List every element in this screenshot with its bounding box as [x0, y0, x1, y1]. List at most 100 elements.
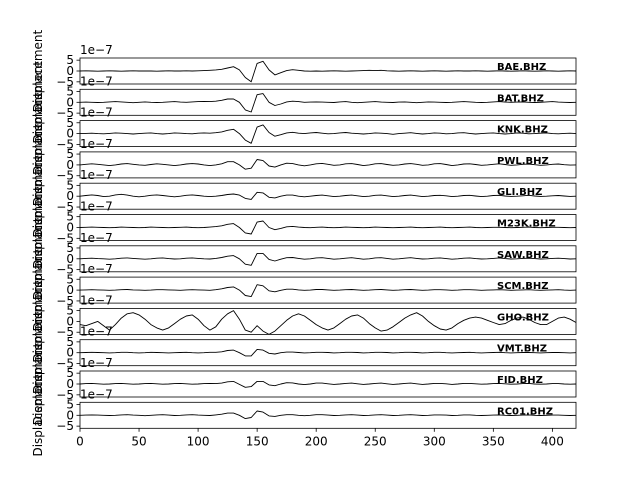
- station-label: M23K.BHZ: [497, 219, 556, 230]
- y-axis-label: Displacement: [31, 92, 45, 175]
- y-tick-label: 5: [66, 210, 74, 224]
- y-tick-label: 5: [66, 241, 74, 255]
- station-label: GLI.BHZ: [497, 187, 542, 198]
- y-axis-label: Displacement: [31, 29, 45, 112]
- x-tick-label: 0: [76, 434, 84, 448]
- y-tick-label: 0: [66, 189, 74, 203]
- station-label: BAE.BHZ: [497, 62, 546, 73]
- y-tick-label: −5: [56, 325, 74, 339]
- y-tick-label: 0: [66, 252, 74, 266]
- y-tick-label: 5: [66, 304, 74, 318]
- trace-line: [79, 191, 577, 200]
- y-tick-label: 0: [66, 346, 74, 360]
- y-tick-label: −5: [56, 419, 74, 433]
- y-offset-text: 1e−7: [80, 74, 113, 88]
- y-tick-label: −5: [56, 231, 74, 245]
- trace-line: [79, 60, 577, 83]
- trace-line: [79, 348, 577, 357]
- trace-line: [79, 380, 577, 388]
- y-tick-label: 5: [66, 397, 74, 411]
- y-tick-label: −5: [56, 357, 74, 371]
- trace-line: [79, 284, 577, 298]
- y-axis-label: Displacement: [31, 217, 45, 300]
- x-axis: 0 50 100 150 200 250 300 350 400: [76, 428, 564, 448]
- y-offset-text: 1e−7: [80, 262, 113, 276]
- y-tick-label: −5: [56, 294, 74, 308]
- y-tick-label: 0: [66, 408, 74, 422]
- trace-line: [79, 220, 577, 235]
- y-tick-label: −5: [56, 169, 74, 183]
- y-tick-label: 0: [66, 158, 74, 172]
- y-tick-label: 0: [66, 314, 74, 328]
- y-offset-text: 1e−7: [80, 168, 113, 182]
- y-axis-label: Displacement: [31, 374, 45, 457]
- y-tick-label: 5: [66, 272, 74, 286]
- x-tick-label: 150: [246, 434, 269, 448]
- y-offset-text: 1e−7: [80, 387, 113, 401]
- station-label: SCM.BHZ: [497, 281, 549, 292]
- y-tick-label: −5: [56, 137, 74, 151]
- y-tick-label: 5: [66, 84, 74, 98]
- x-tick-label: 50: [131, 434, 146, 448]
- y-offset-text: 1e−7: [80, 356, 113, 370]
- y-axis-label: Displacement: [31, 342, 45, 425]
- x-tick-label: 250: [364, 434, 387, 448]
- y-offset-text: 1e−7: [80, 200, 113, 214]
- y-tick-label: 5: [66, 366, 74, 380]
- trace-line: [79, 159, 577, 170]
- y-offset-text: 1e−7: [80, 106, 113, 120]
- station-label: PWL.BHZ: [497, 156, 549, 167]
- station-label: FID.BHZ: [497, 375, 543, 386]
- y-tick-label: −5: [56, 388, 74, 402]
- x-tick-label: 300: [423, 434, 446, 448]
- trace-line: [79, 252, 577, 266]
- y-tick-label: 0: [66, 377, 74, 391]
- y-tick-label: 0: [66, 64, 74, 78]
- y-axis-label: Displacement: [31, 311, 45, 394]
- x-tick-label: 350: [482, 434, 505, 448]
- trace-line: [79, 93, 577, 113]
- station-label: RC01.BHZ: [497, 406, 553, 417]
- y-offset-text: 1e−7: [80, 137, 113, 151]
- trace-line: [79, 410, 577, 420]
- y-axis-label: Displacement: [31, 249, 45, 332]
- y-tick-label: −5: [56, 75, 74, 89]
- y-offset-text: 1e−7: [80, 293, 113, 307]
- trace-line: [79, 310, 577, 335]
- trace-line: [79, 124, 577, 144]
- y-tick-label: 0: [66, 95, 74, 109]
- station-label: SAW.BHZ: [497, 250, 549, 261]
- x-tick-label: 200: [305, 434, 328, 448]
- y-axis-label: Displacement: [31, 123, 45, 206]
- x-tick-label: 100: [187, 434, 210, 448]
- y-tick-label: −5: [56, 263, 74, 277]
- y-axis-label: Displacement: [31, 186, 45, 269]
- y-tick-label: 0: [66, 283, 74, 297]
- x-tick-label: 400: [541, 434, 564, 448]
- y-offset-text: 1e−7: [80, 231, 113, 245]
- y-tick-label: 5: [66, 53, 74, 67]
- y-tick-label: 5: [66, 178, 74, 192]
- y-tick-label: −5: [56, 106, 74, 120]
- y-axis-label: Displacement: [31, 280, 45, 363]
- y-tick-label: 0: [66, 127, 74, 141]
- y-axis-label: Displacement: [31, 61, 45, 144]
- station-label: KNK.BHZ: [497, 125, 548, 136]
- y-tick-label: 5: [66, 116, 74, 130]
- y-offset-text: 1e−7: [80, 325, 113, 339]
- station-label: BAT.BHZ: [497, 93, 544, 104]
- y-axis-label: Displacement: [31, 155, 45, 238]
- station-label: GHO.BHZ: [497, 312, 549, 323]
